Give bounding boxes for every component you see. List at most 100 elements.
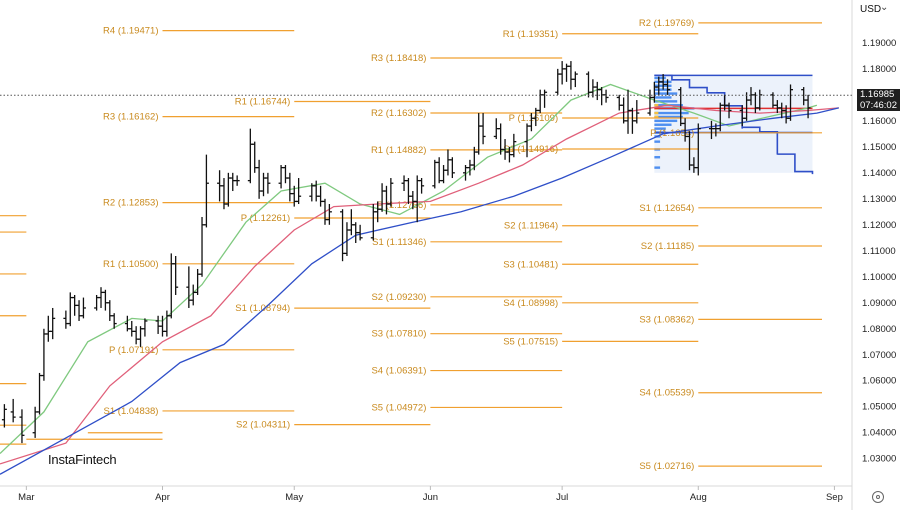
- ohlc-bar: [217, 170, 223, 202]
- pivot-label: S1 (1.04838): [104, 406, 159, 417]
- ohlc-bar: [173, 255, 179, 295]
- ohlc-bar: [133, 326, 139, 345]
- x-tick-label: Aug: [690, 492, 707, 503]
- ohlc-bar: [142, 318, 148, 337]
- ohlc-bar: [445, 149, 451, 176]
- y-tick-label: 1.11000: [862, 246, 896, 257]
- x-tick-label: Jul: [556, 492, 568, 503]
- pivot-label: S5 (1.07515): [503, 336, 558, 347]
- y-tick-label: 1.06000: [862, 376, 896, 387]
- ohlc-bar: [102, 289, 108, 311]
- volume-profile-highlight: [654, 111, 659, 115]
- ohlc-bar: [357, 224, 363, 241]
- pivot-label: R2 (1.19769): [639, 18, 694, 29]
- volume-profile-bar: [654, 115, 683, 119]
- ohlc-bar: [155, 315, 161, 334]
- y-tick-label: 1.16000: [862, 116, 896, 127]
- pivot-label: S1 (1.12654): [639, 203, 694, 214]
- ohlc-bar: [186, 266, 192, 308]
- pivot-label: R2 (1.12853): [103, 198, 158, 209]
- ohlc-bar: [282, 165, 288, 184]
- ohlc-bar: [76, 300, 82, 321]
- ohlc-bar: [432, 159, 438, 189]
- ohlc-bar: [322, 198, 328, 225]
- ohlc-bar: [467, 159, 473, 176]
- ohlc-bar: [564, 63, 570, 82]
- ohlc-bar: [296, 178, 302, 205]
- y-tick-label: 1.18000: [862, 64, 896, 75]
- ohlc-bar: [168, 253, 174, 319]
- y-tick-label: 1.19000: [862, 38, 896, 49]
- ohlc-bar: [67, 292, 73, 327]
- ohlc-bar: [555, 68, 561, 95]
- ohlc-bar: [621, 97, 627, 124]
- ohlc-bar: [647, 89, 653, 116]
- y-tick-label: 1.10000: [862, 272, 896, 283]
- ohlc-bar: [449, 157, 455, 179]
- pivot-label: R2 (1.16302): [371, 108, 426, 119]
- ohlc-bar: [559, 61, 565, 85]
- ohlc-bar: [590, 79, 596, 98]
- ohlc-bar: [788, 84, 794, 121]
- ohlc-bar: [225, 172, 231, 207]
- ohlc-bar: [603, 89, 609, 103]
- pivot-label: P (1.1654): [650, 128, 694, 139]
- volume-profile-outline: [654, 74, 814, 175]
- ohlc-bar: [353, 222, 359, 243]
- ohlc-bar: [436, 157, 442, 184]
- ohlc-bar: [80, 297, 86, 319]
- ohlc-bar: [480, 113, 486, 145]
- volume-profile-highlight: [654, 104, 659, 107]
- ohlc-bar: [511, 133, 517, 158]
- y-tick-label: 1.07000: [862, 350, 896, 361]
- currency-selector[interactable]: USD: [860, 4, 882, 15]
- ohlc-bar: [599, 87, 605, 106]
- ohlc-bar: [37, 372, 43, 415]
- moving-average-line: [0, 107, 839, 475]
- pivot-label: R1 (1.14882): [371, 145, 426, 156]
- y-tick-label: 1.03000: [862, 454, 896, 465]
- volume-profile-bar: [654, 111, 689, 115]
- pivot-label: P (1.07191): [109, 345, 158, 356]
- pivot-label: P (1.12766): [377, 200, 426, 211]
- y-tick-label: 1.14000: [862, 168, 896, 179]
- ohlc-bar: [805, 94, 811, 119]
- pivot-label: R3 (1.16162): [103, 112, 158, 123]
- ohlc-bar: [726, 102, 732, 119]
- pivot-label: S3 (1.10481): [503, 259, 558, 270]
- current-price-tag: 1.16985 07:46:02: [857, 89, 900, 112]
- ohlc-bar: [230, 172, 236, 192]
- ohlc-bar: [50, 307, 56, 340]
- ohlc-bar: [107, 300, 113, 321]
- pivot-label: S4 (1.08998): [503, 298, 558, 309]
- ohlc-bar: [63, 310, 69, 329]
- ohlc-bar: [19, 409, 25, 444]
- pivot-label: R4 (1.19471): [103, 26, 158, 37]
- ohlc-bar: [348, 209, 354, 236]
- chevron-down-icon[interactable]: ⌄: [880, 2, 889, 13]
- y-tick-label: 1.15000: [862, 142, 896, 153]
- ohlc-bar: [10, 398, 16, 423]
- pivot-label: S2 (1.11964): [504, 221, 558, 232]
- ohlc-bar: [199, 217, 205, 277]
- volume-profile-bar: [654, 140, 661, 143]
- pivot-label: S2 (1.04311): [236, 420, 290, 431]
- ohlc-bar: [476, 113, 482, 155]
- ohlc-bar: [256, 159, 262, 199]
- price-axis: [852, 0, 900, 510]
- pivot-label: R3 (1.18418): [371, 53, 426, 64]
- settings-icon[interactable]: [872, 491, 884, 503]
- x-tick-label: Apr: [155, 492, 170, 503]
- pivot-label: P (1.12261): [241, 213, 290, 224]
- ohlc-bar: [94, 294, 100, 311]
- ohlc-bar: [537, 89, 543, 114]
- ohlc-bar: [542, 89, 548, 108]
- ohlc-bar: [313, 180, 319, 202]
- pivot-label: R1 (1.19351): [503, 29, 558, 40]
- volume-profile-bar: [654, 100, 678, 103]
- ohlc-bar: [278, 165, 284, 189]
- ohlc-bar: [98, 287, 104, 308]
- y-tick-label: 1.09000: [862, 298, 896, 309]
